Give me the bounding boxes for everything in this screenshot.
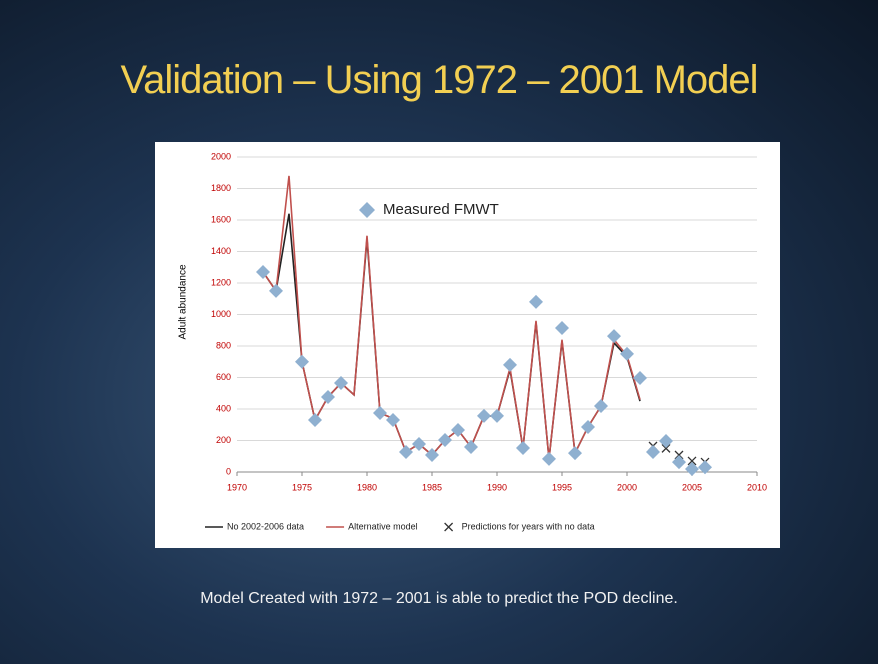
legend-label: Alternative model xyxy=(348,521,418,531)
data-point xyxy=(685,462,699,477)
prediction-point xyxy=(687,456,697,466)
data-point xyxy=(425,447,439,462)
data-point xyxy=(659,433,673,448)
x-tick-label: 2005 xyxy=(682,482,702,492)
chart-background xyxy=(155,142,780,548)
data-point xyxy=(412,436,426,451)
y-tick-label: 200 xyxy=(216,435,231,445)
data-point xyxy=(594,399,608,414)
data-point xyxy=(256,264,270,279)
x-tick-label: 1980 xyxy=(357,482,377,492)
y-tick-label: 2000 xyxy=(211,151,231,161)
data-point xyxy=(438,433,452,448)
data-point xyxy=(555,321,569,336)
x-tick-label: 1970 xyxy=(227,482,247,492)
y-tick-label: 800 xyxy=(216,340,231,350)
data-point xyxy=(620,346,634,361)
data-point xyxy=(386,413,400,428)
x-tick-label: 1985 xyxy=(422,482,442,492)
legend-marker xyxy=(359,202,375,218)
data-point xyxy=(529,294,543,309)
y-axis-label: Adult abundance xyxy=(178,264,189,340)
legend-label: No 2002-2006 data xyxy=(227,521,304,531)
y-tick-label: 1200 xyxy=(211,277,231,287)
y-tick-label: 1600 xyxy=(211,214,231,224)
data-point xyxy=(503,357,517,372)
x-tick-label: 2010 xyxy=(747,482,767,492)
y-tick-label: 1000 xyxy=(211,309,231,319)
y-tick-label: 400 xyxy=(216,403,231,413)
data-point xyxy=(542,451,556,466)
data-point xyxy=(464,439,478,454)
data-point xyxy=(581,419,595,434)
data-point xyxy=(646,444,660,459)
data-point xyxy=(516,441,530,456)
x-tick-label: 1995 xyxy=(552,482,572,492)
data-point xyxy=(399,444,413,459)
x-tick-label: 1990 xyxy=(487,482,507,492)
y-tick-label: 1800 xyxy=(211,183,231,193)
data-point xyxy=(269,283,283,298)
slide-caption: Model Created with 1972 – 2001 is able t… xyxy=(200,590,678,607)
data-point xyxy=(633,370,647,385)
data-point xyxy=(373,405,387,420)
x-tick-label: 1975 xyxy=(292,482,312,492)
x-tick-label: 2000 xyxy=(617,482,637,492)
data-point xyxy=(672,455,686,470)
y-tick-label: 1400 xyxy=(211,246,231,256)
data-point xyxy=(568,446,582,461)
legend-label: Predictions for years with no data xyxy=(462,521,595,531)
slide-title: Validation – Using 1972 – 2001 Model xyxy=(120,58,758,102)
data-point xyxy=(698,460,712,475)
data-point xyxy=(451,422,465,437)
legend-label: Measured FMWT xyxy=(383,201,499,218)
data-point xyxy=(607,329,621,344)
prediction-point xyxy=(674,450,684,460)
chart: Adult abundance 0 200 400 600 800 1000 1200 140… xyxy=(155,142,780,548)
data-point xyxy=(295,354,309,369)
data-point xyxy=(308,413,322,428)
data-point xyxy=(321,390,335,405)
y-tick-label: 600 xyxy=(216,372,231,382)
prediction-point xyxy=(661,443,671,453)
data-point xyxy=(490,408,504,423)
y-tick-label: 0 xyxy=(226,466,231,476)
data-point xyxy=(334,376,348,391)
legend-marker xyxy=(444,522,454,532)
data-point xyxy=(477,408,491,423)
